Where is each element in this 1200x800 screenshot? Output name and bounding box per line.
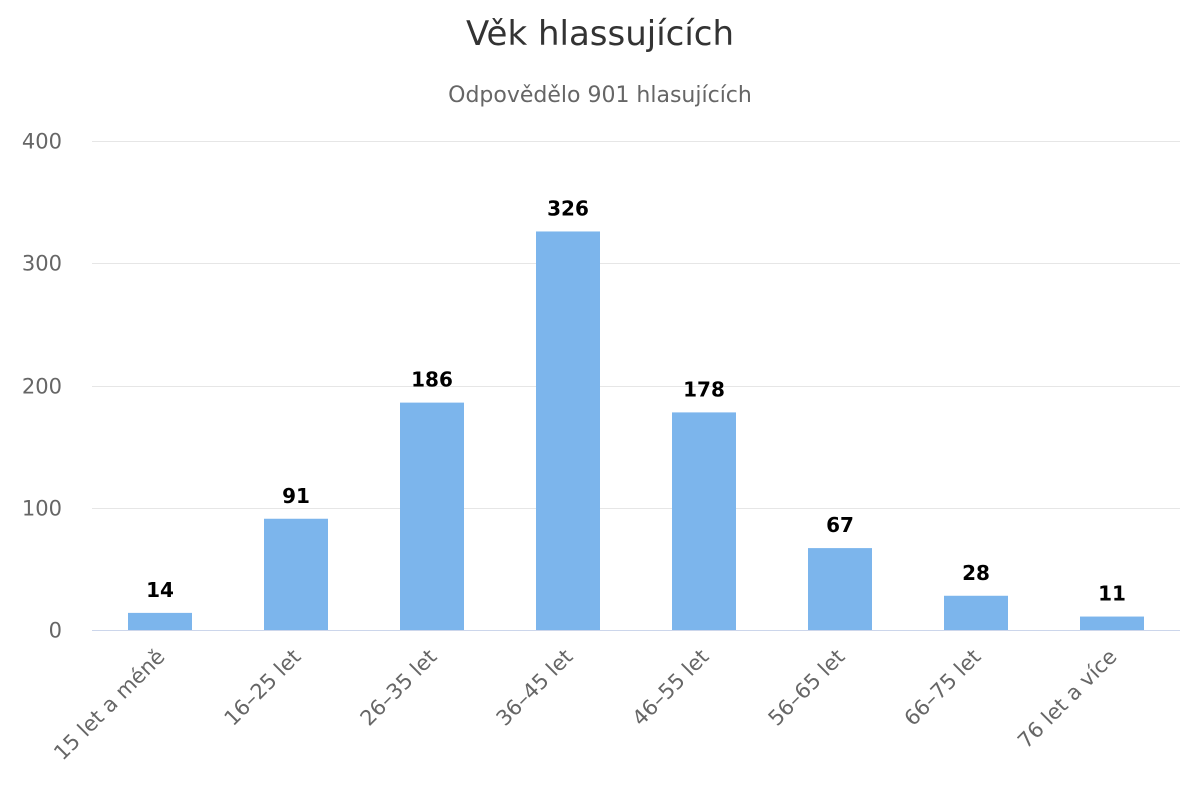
y-tick-label: 0 (49, 619, 62, 643)
bar (672, 412, 736, 630)
data-label: 91 (282, 484, 310, 508)
data-label: 186 (411, 368, 453, 392)
x-tick-label: 36–45 let (492, 645, 578, 731)
y-tick-label: 300 (22, 252, 62, 276)
x-tick-label: 76 let a více (1013, 645, 1121, 753)
bar (536, 231, 600, 630)
bar (944, 595, 1008, 630)
bar (128, 612, 192, 630)
data-label: 28 (962, 561, 990, 585)
y-tick-label: 200 (22, 375, 62, 399)
x-tick-label: 15 let a méně (49, 645, 169, 765)
x-tick-label: 66–75 let (900, 645, 986, 731)
x-tick-label: 46–55 let (628, 645, 714, 731)
data-label: 178 (683, 377, 725, 401)
bar (808, 548, 872, 630)
x-tick-label: 56–65 let (764, 645, 850, 731)
y-tick-label: 400 (22, 130, 62, 154)
y-tick-label: 100 (22, 497, 62, 521)
chart-title: Věk hlassujících (465, 14, 735, 54)
data-label: 11 (1098, 582, 1126, 606)
data-label: 326 (547, 196, 589, 220)
data-label: 14 (146, 578, 174, 602)
bar (1080, 616, 1144, 630)
x-tick-label: 16–25 let (220, 645, 306, 731)
bar (400, 402, 464, 630)
x-tick-label: 26–35 let (356, 645, 442, 731)
chart-subtitle: Odpovědělo 901 hlasujících (448, 83, 752, 108)
data-label: 67 (826, 513, 854, 537)
bar (264, 518, 328, 630)
